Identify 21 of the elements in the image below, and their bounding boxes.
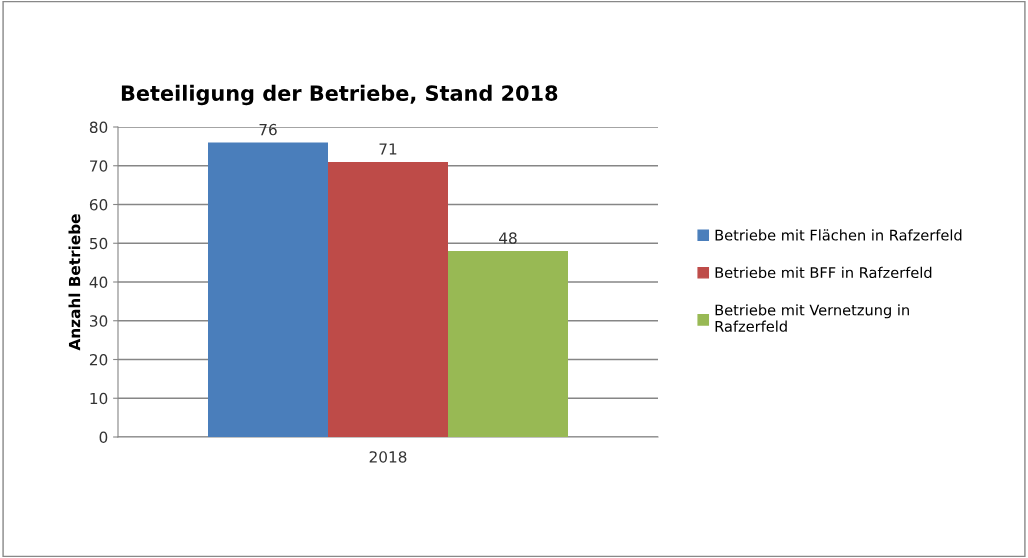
y-tick-label: 70 <box>90 160 108 172</box>
y-tick-label: 20 <box>89 353 108 366</box>
bar <box>208 142 328 437</box>
x-tick-label: 2018 <box>369 451 407 463</box>
legend-label: Betriebe mit Vernetzung in Rafzerfeld <box>715 304 909 332</box>
chart-title: Beteiligung der Betriebe, Stand 2018 <box>121 84 558 106</box>
y-tick-label: 80 <box>89 121 108 134</box>
y-tick-label: 30 <box>90 315 108 327</box>
y-tick-label: 50 <box>90 237 108 250</box>
data-label: 71 <box>379 143 397 155</box>
y-axis-title: Anzahl Betriebe <box>68 214 81 351</box>
y-tick-label: 10 <box>90 392 108 405</box>
legend-label: Betriebe mit Flächen in Rafzerfeld <box>715 229 962 241</box>
legend-label: Betriebe mit BFF in Rafzerfeld <box>715 266 932 279</box>
y-tick-label: 60 <box>89 198 108 211</box>
data-label: 76 <box>259 123 277 136</box>
bar <box>448 251 568 437</box>
data-label: 48 <box>499 232 517 244</box>
y-tick-label: 40 <box>89 276 108 289</box>
y-tick-label: 0 <box>99 431 108 444</box>
bar <box>328 161 448 437</box>
